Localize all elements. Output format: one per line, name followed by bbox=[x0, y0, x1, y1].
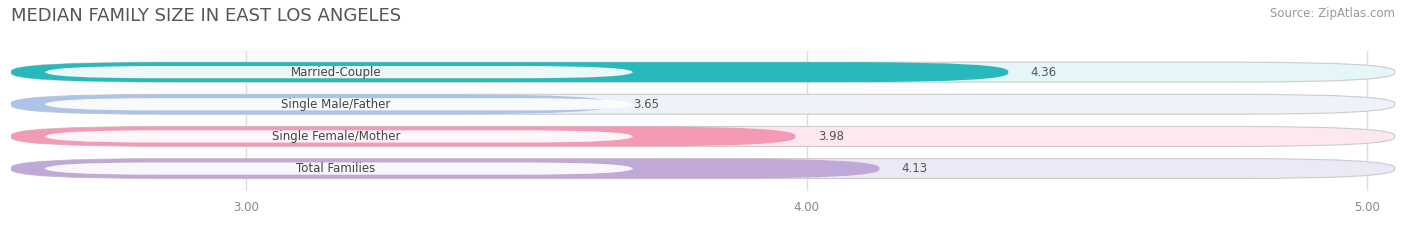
FancyBboxPatch shape bbox=[11, 127, 1395, 146]
Text: Single Male/Father: Single Male/Father bbox=[281, 98, 391, 111]
FancyBboxPatch shape bbox=[11, 127, 796, 146]
FancyBboxPatch shape bbox=[45, 162, 633, 175]
FancyBboxPatch shape bbox=[45, 66, 633, 78]
Text: Total Families: Total Families bbox=[297, 162, 375, 175]
FancyBboxPatch shape bbox=[11, 62, 1395, 82]
Text: Source: ZipAtlas.com: Source: ZipAtlas.com bbox=[1270, 7, 1395, 20]
FancyBboxPatch shape bbox=[11, 94, 1395, 114]
FancyBboxPatch shape bbox=[11, 94, 610, 114]
Text: 3.65: 3.65 bbox=[633, 98, 659, 111]
FancyBboxPatch shape bbox=[11, 159, 879, 178]
Text: 4.13: 4.13 bbox=[901, 162, 928, 175]
Text: 4.36: 4.36 bbox=[1031, 66, 1057, 79]
Text: MEDIAN FAMILY SIZE IN EAST LOS ANGELES: MEDIAN FAMILY SIZE IN EAST LOS ANGELES bbox=[11, 7, 401, 25]
FancyBboxPatch shape bbox=[45, 130, 633, 143]
FancyBboxPatch shape bbox=[11, 62, 1008, 82]
Text: 3.98: 3.98 bbox=[818, 130, 844, 143]
FancyBboxPatch shape bbox=[45, 98, 633, 110]
Text: Single Female/Mother: Single Female/Mother bbox=[271, 130, 401, 143]
FancyBboxPatch shape bbox=[11, 159, 1395, 178]
Text: Married-Couple: Married-Couple bbox=[291, 66, 381, 79]
